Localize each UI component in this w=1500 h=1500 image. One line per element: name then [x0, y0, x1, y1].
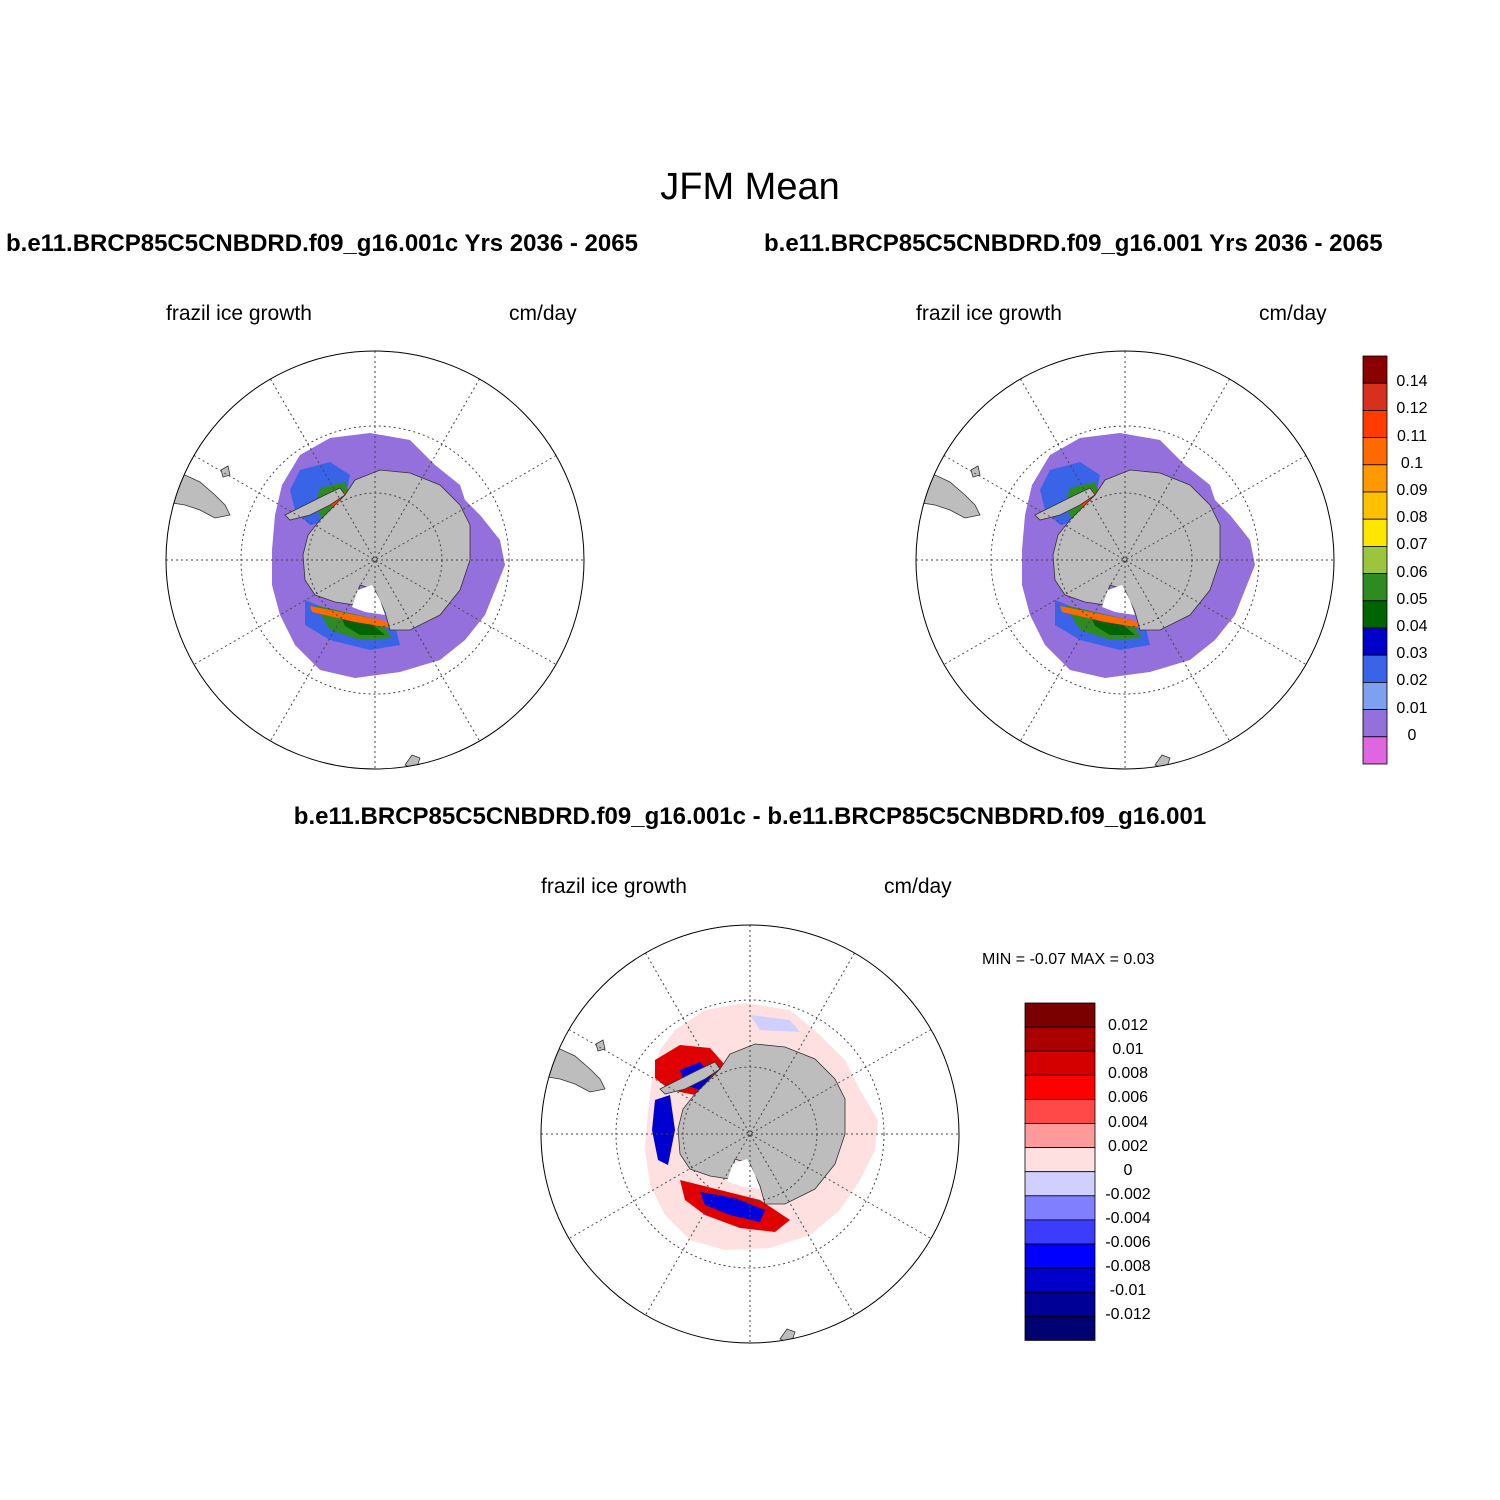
figure-title: JFM Mean — [660, 166, 840, 208]
diff-island — [595, 1039, 606, 1052]
case-colorbar-label: 0.03 — [1396, 645, 1428, 663]
panel1-polar-map — [165, 350, 585, 770]
panel2-ross-shelf — [1102, 585, 1135, 615]
diff-colorbar-label: -0.006 — [1105, 1234, 1151, 1251]
panel2-south-america — [916, 474, 981, 519]
panel2-polar-map — [915, 350, 1335, 770]
case-colorbar-label: 0.05 — [1396, 590, 1428, 608]
diff-colorbar-swatch-7 — [1024, 1171, 1096, 1197]
difference-polar-map — [540, 924, 960, 1344]
panel2-peninsula — [1034, 487, 1096, 521]
diff-colorbar-swatch-5 — [1024, 1123, 1096, 1149]
diff-ross-shelf — [727, 1159, 760, 1189]
diff-colorbar-swatch-12 — [1024, 1291, 1096, 1317]
diff-field-blue-3 — [700, 1192, 765, 1222]
panel2-ice-field-hot2 — [1060, 606, 1142, 628]
case-colorbar-label: 0.08 — [1396, 509, 1428, 527]
difference-colorbar — [1024, 1002, 1096, 1341]
diff-field-lavender — [750, 1015, 800, 1032]
diff-colorbar-swatch-1 — [1024, 1026, 1096, 1052]
case-colorbar-label: 0.1 — [1400, 454, 1424, 472]
panel2-island-nz — [1154, 754, 1171, 769]
case-colorbar-swatch-14 — [1362, 736, 1388, 765]
diff-colorbar-label: -0.012 — [1105, 1306, 1151, 1324]
case-colorbar-label: 0 — [1407, 726, 1417, 744]
panel1-variable-label: frazil ice growth — [166, 302, 312, 325]
difference-header: b.e11.BRCP85C5CNBDRD.f09_g16.001c - b.e1… — [293, 803, 1207, 830]
case-colorbar-swatch-9 — [1362, 600, 1388, 629]
diff-colorbar-swatch-13 — [1024, 1315, 1096, 1341]
case-colorbar-swatch-6 — [1362, 518, 1388, 547]
diff-colorbar-swatch-3 — [1024, 1074, 1096, 1100]
diff-field-blue-2 — [652, 1095, 675, 1165]
panel2-header: b.e11.BRCP85C5CNBDRD.f09_g16.001 Yrs 203… — [764, 230, 1383, 257]
case-colorbar-label: 0.12 — [1396, 400, 1428, 418]
case-colorbar-swatch-5 — [1362, 491, 1388, 520]
diff-colorbar-label: 0.004 — [1107, 1113, 1149, 1131]
diff-colorbar-swatch-8 — [1024, 1195, 1096, 1221]
panel1-peninsula — [284, 487, 346, 521]
diff-colorbar-label: 0.012 — [1107, 1017, 1149, 1035]
diff-colorbar-label: 0.006 — [1107, 1089, 1149, 1107]
case-colorbar-swatch-10 — [1362, 627, 1388, 656]
panel1-south-america — [166, 474, 231, 519]
panel2-units-label: cm/day — [1259, 302, 1327, 325]
diff-island-nz — [779, 1328, 796, 1343]
diff-colorbar-label: -0.01 — [1109, 1282, 1147, 1300]
case-colorbar-swatch-13 — [1362, 709, 1388, 738]
case-colorbar-swatch-1 — [1362, 382, 1388, 411]
panel1-ice-field-hot2 — [310, 606, 392, 628]
case-colorbar-label: 0.06 — [1396, 563, 1428, 581]
diff-units-label: cm/day — [884, 875, 952, 898]
diff-variable-label: frazil ice growth — [541, 875, 687, 898]
diff-colorbar-swatch-0 — [1024, 1002, 1096, 1028]
case-colorbar-swatch-0 — [1362, 355, 1388, 384]
diff-colorbar-swatch-9 — [1024, 1219, 1096, 1245]
case-colorbar-label: 0.02 — [1396, 672, 1428, 690]
case-colorbar-swatch-7 — [1362, 546, 1388, 575]
case-colorbar-label: 0.14 — [1396, 373, 1428, 391]
panel1-units-label: cm/day — [509, 302, 577, 325]
diff-colorbar-label: 0.008 — [1107, 1065, 1149, 1083]
diff-colorbar-swatch-10 — [1024, 1243, 1096, 1269]
diff-colorbar-label: 0 — [1123, 1161, 1133, 1179]
diff-colorbar-swatch-11 — [1024, 1267, 1096, 1293]
case-colorbar-swatch-8 — [1362, 573, 1388, 602]
diff-colorbar-label: 0.01 — [1112, 1041, 1144, 1059]
diff-colorbar-label: -0.008 — [1105, 1258, 1151, 1276]
panel2-island — [970, 465, 981, 478]
panel1-island — [220, 465, 231, 478]
diff-colorbar-swatch-2 — [1024, 1050, 1096, 1076]
case-colorbar-swatch-4 — [1362, 464, 1388, 493]
panel1-ross-shelf — [352, 585, 385, 615]
case-colorbar-label: 0.01 — [1396, 699, 1428, 717]
diff-south-america — [541, 1048, 606, 1093]
panel1-header: b.e11.BRCP85C5CNBDRD.f09_g16.001c Yrs 20… — [6, 230, 638, 257]
case-colorbar-label: 0.04 — [1396, 618, 1428, 635]
diff-min-max-stats: MIN = -0.07 MAX = 0.03 — [982, 951, 1155, 968]
diff-colorbar-swatch-6 — [1024, 1147, 1096, 1173]
diff-colorbar-label: -0.004 — [1105, 1209, 1151, 1227]
diff-colorbar-label: 0.002 — [1107, 1137, 1149, 1155]
panel1-island-nz — [404, 754, 421, 769]
case-colorbar-label: 0.07 — [1396, 536, 1428, 554]
panel2-variable-label: frazil ice growth — [916, 302, 1062, 325]
case-colorbar-label: 0.09 — [1396, 482, 1428, 499]
case-colorbar — [1362, 355, 1388, 765]
diff-colorbar-swatch-4 — [1024, 1099, 1096, 1124]
case-colorbar-label: 0.11 — [1397, 427, 1427, 445]
diff-peninsula — [659, 1061, 721, 1095]
diff-colorbar-label: -0.002 — [1105, 1185, 1151, 1203]
